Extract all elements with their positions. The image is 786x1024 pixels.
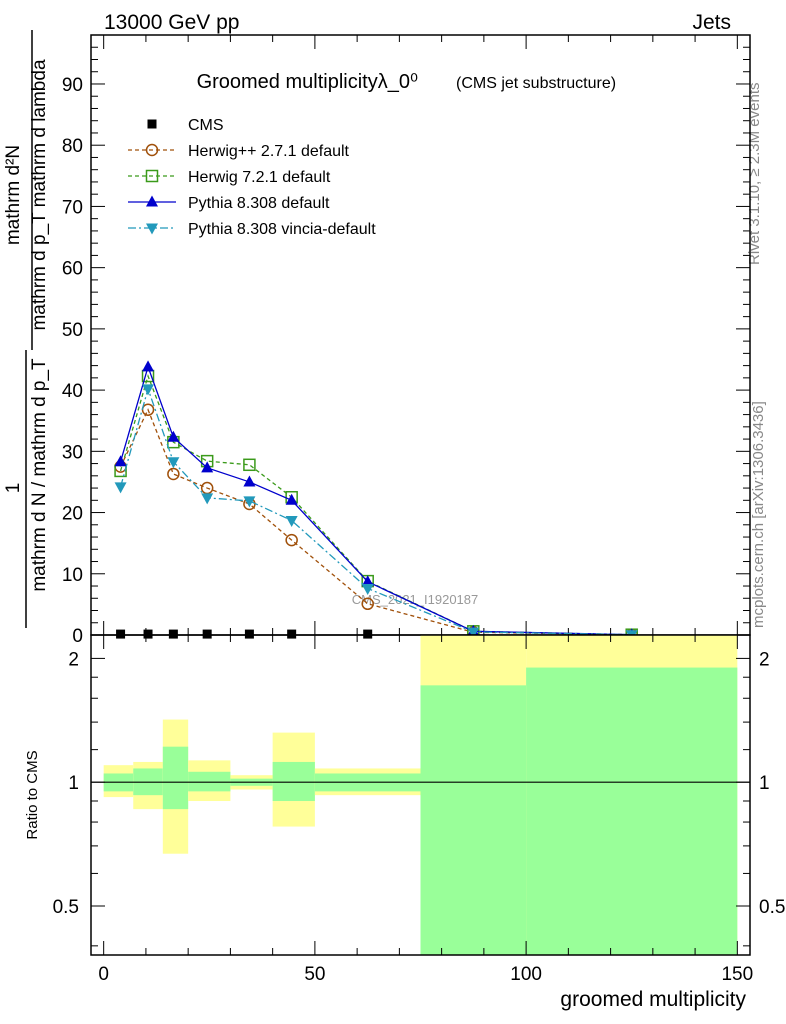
main-series-group [114,360,638,642]
data-point [167,430,180,442]
stat-uncertainty-band [188,771,231,792]
legend-entry: CMS [147,117,224,134]
main-axis-ticks: 0 10 20 30 40 50 60 70 80 90 [62,34,750,647]
ratio-y-tick-label: 2 [68,649,79,670]
x-tick-label: 0 [98,964,109,985]
data-point [361,575,374,587]
legend-label: Pythia 8.308 vincia-default [188,221,376,238]
data-point [361,583,374,595]
header-energy: 13000 GeV pp [104,11,239,34]
chart-title: Groomed multiplicityλ_0⁰ [197,71,418,93]
ratio-ylabel: Ratio to CMS [24,750,41,839]
y-tick-label: 80 [62,136,83,157]
data-point [167,457,180,469]
ylabel-denominator: mathrm d N / mathrm d p_T [29,358,50,592]
data-point [142,384,155,396]
data-point [142,360,155,372]
legend-label: Pythia 8.308 default [188,195,330,212]
x-tick-label: 50 [304,964,325,985]
data-point [363,629,373,639]
ratio-panel: 0.5 0.5 1 1 2 2 0 50 100 150 Ratio to CMS groomed… [24,634,785,1011]
x-tick-label: 150 [721,964,753,985]
data-point [243,475,256,487]
data-point [243,458,256,472]
legend-entry: Herwig++ 2.7.1 default [128,143,350,160]
analysis-watermark: CMS_2021_I1920187 [352,592,479,607]
data-point [285,533,298,547]
data-point [143,629,153,639]
data-point [285,516,298,528]
series-line [119,373,632,636]
data-point [243,496,256,508]
ratio-axis-ticks: 0.5 0.5 1 1 2 2 0 50 100 150 [53,635,785,985]
data-point [114,455,127,467]
header-process: Jets [692,11,731,34]
data-point [114,482,127,494]
data-point [168,629,178,639]
ratio-frame [90,634,751,956]
stat-uncertainty-band [420,685,527,955]
y-tick-label: 60 [62,259,83,280]
y-tick-label: 30 [62,442,83,463]
mcplots-label: mcplots.cern.ch [arXiv:1306.3436] [750,401,767,628]
data-point [167,467,180,481]
ratio-y-tick-label: 1 [68,773,79,794]
series-line [119,408,632,636]
y-tick-label: 0 [72,626,83,647]
ylabel-numerator: mathrm d²N [3,145,24,245]
ratio-y-tick-label-right: 0.5 [759,897,785,918]
ratio-y-tick-label: 0.5 [53,897,79,918]
series-cms [116,629,373,639]
data-point [467,627,480,639]
chart-subtitle: (CMS jet substructure) [456,75,616,92]
data-point [361,597,374,611]
legend: CMS Herwig++ 2.7.1 default Herwig 7.2.1 de… [128,117,376,238]
legend-marker [145,169,159,183]
data-point [287,629,297,639]
stat-uncertainty-band [162,746,189,810]
y-tick-label: 40 [62,381,83,402]
ylabel-one: 1 [3,483,24,494]
ratio-y-tick-label-right: 2 [759,649,770,670]
stat-uncertainty-band [272,761,315,802]
ratio-y-tick-label-right: 1 [759,773,770,794]
y-tick-label: 90 [62,75,83,96]
ylabel-denominator2: mathrm d p_T mathrm d lambda [29,59,50,330]
data-point [285,493,298,505]
rivet-label: Rivet 3.1.10, ≥ 2.3M events [746,83,763,266]
stat-uncertainty-band [526,667,738,955]
y-tick-label: 20 [62,504,83,525]
main-ylabel: 1 mathrm d N / mathrm d p_T mathrm d²N m… [3,30,50,628]
data-point [202,629,212,639]
legend-entry: Pythia 8.308 default [128,195,330,212]
legend-label: CMS [188,117,224,134]
legend-entry: Herwig 7.2.1 default [128,169,331,186]
legend-marker [146,223,158,235]
y-tick-label: 10 [62,565,83,586]
ratio-bands [103,635,738,955]
data-point [201,461,214,473]
y-tick-label: 50 [62,320,83,341]
legend-marker [145,143,159,157]
series-pythia-8-308-vincia-default [114,384,638,642]
y-tick-label: 70 [62,197,83,218]
data-point [244,629,254,639]
x-axis-label: groomed multiplicity [560,988,746,1011]
legend-entry: Pythia 8.308 vincia-default [128,221,376,238]
legend-marker [147,119,157,129]
legend-label: Herwig++ 2.7.1 default [188,143,350,160]
main-panel: 0 10 20 30 40 50 60 70 80 90 Groomed multiplicity… [62,34,751,647]
x-tick-label: 100 [510,964,542,985]
legend-label: Herwig 7.2.1 default [188,169,331,186]
legend-marker [146,195,158,207]
data-point [116,629,126,639]
data-point [201,493,214,505]
